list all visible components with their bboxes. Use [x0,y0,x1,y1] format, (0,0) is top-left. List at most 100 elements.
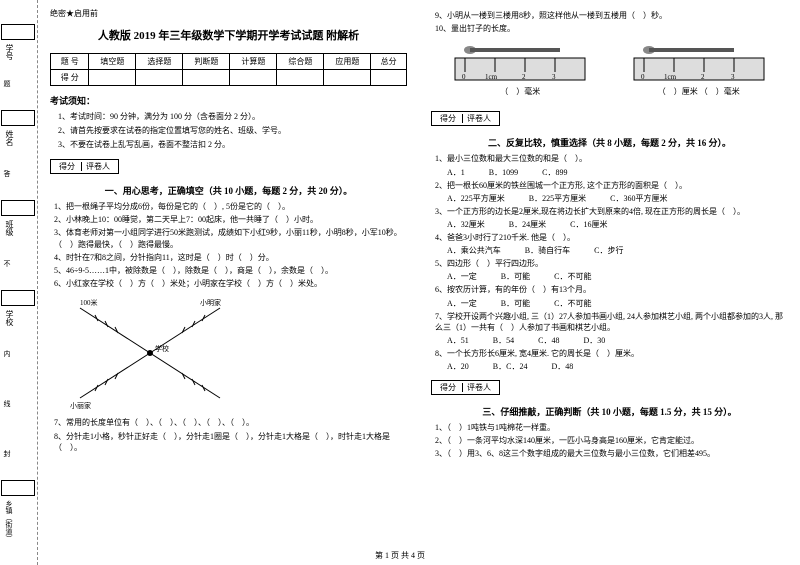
marker-score: 得分 [55,162,79,171]
td-1[interactable] [89,70,136,86]
section1-header: 一、用心思考，正确填空（共 10 小题，每题 2 分，共 20 分）。 [50,184,407,197]
th-2: 选择题 [136,54,183,70]
td-6[interactable] [324,70,371,86]
th-6: 应用题 [324,54,371,70]
compass-svg: 学校 100米 小明家 小丽家 [50,293,250,413]
q3-2: 2、（ ）一条河平均水深140厘米，一匹小马身高是160厘米，它肯定能过。 [435,435,788,446]
notice-3: 3、不要在试卷上乱写乱画，卷面不整洁扣 2 分。 [58,139,407,150]
ruler1-label: （ ）毫米 [450,86,590,97]
td-5[interactable] [277,70,324,86]
class-box [1,200,35,216]
q1-4: 4、时针在7和8之间，分针指向11，这时是（ ）时（ ）分。 [54,252,407,263]
section2-header: 二、反复比较，慎重选择（共 8 小题，每题 2 分，共 16 分）。 [431,136,788,149]
q1-10: 10、量出钉子的长度。 [435,23,788,34]
marker-3: 不 [2,260,12,267]
section2-marker: 得分 评卷人 [431,111,500,126]
marker-score-3: 得分 [436,383,460,392]
th-4: 计算题 [230,54,277,70]
marker-4: 内 [2,350,12,357]
th-7: 总分 [371,54,407,70]
ruler2-label: （ ）厘米 （ ）毫米 [629,86,769,97]
section1-marker: 得分 评卷人 [50,159,119,174]
page-footer: 第 1 页 共 4 页 [0,550,800,561]
svg-text:2: 2 [701,73,705,81]
section3-header: 三、仔细推敲，正确判断（共 10 小题，每题 1.5 分，共 15 分）。 [431,405,788,418]
q1-9: 9、小明从一楼到三楼用8秒，照这样他从一楼到五楼用（ ）秒。 [435,10,788,21]
ruler-block: 01cm23 （ ）毫米 01cm23 （ ）厘 [431,42,788,97]
td-7[interactable] [371,70,407,86]
th-0: 题 号 [51,54,89,70]
q1-6: 6、小红家在学校（ ）方（ ）米处；小明家在学校（ ）方（ ）米处。 [54,278,407,289]
node-nw: 100米 [80,298,98,307]
q2-7: 7、学校开设两个兴趣小组, 三（1）27人参加书画小组, 24人参加棋艺小组, … [435,311,788,333]
q2-4: 4、爸爸3小时行了210千米. 他是（ ）。 [435,232,788,243]
name-box [1,110,35,126]
marker-6: 封 [2,450,12,457]
marker-judge: 评卷人 [81,162,114,171]
q2-8-opts: A．20B．C．24D．48 [447,361,788,372]
marker-judge-3: 评卷人 [462,383,495,392]
binding-label-school: 学校 [4,310,15,326]
node-center: 学校 [155,344,169,353]
q2-4-opts: A．乘公共汽车B．骑自行车C．步行 [447,245,788,256]
q2-3: 3、一个正方形的边长是2厘米,现在将边长扩大到原来的4倍, 现在正方形的周长是（… [435,206,788,217]
ruler1-svg: 0 1cm 2 3 [450,42,590,82]
right-column: 9、小明从一楼到三楼用8秒，照这样他从一楼到五楼用（ ）秒。 10、量出钉子的长… [419,0,800,565]
td-2[interactable] [136,70,183,86]
q2-8: 8、一个长方形长6厘米, 宽4厘米. 它的周长是（ ）厘米。 [435,348,788,359]
th-1: 填空题 [89,54,136,70]
binding-label-class: 班级 [4,220,15,236]
q2-3-opts: A．32厘米B．24厘米C．16厘米 [447,219,788,230]
binding-margin: 学号 题 姓名 答 班级 不 学校 内 线 封 乡镇（街道） [0,0,38,565]
td-3[interactable] [183,70,230,86]
q2-2: 2、把一根长60厘米的铁丝围城一个正方形, 这个正方形的面积是（ ）。 [435,180,788,191]
q2-1-opts: A．1B．1099C．899 [447,167,788,178]
ruler-2: 0 1cm 2 3 （ ）厘米 （ ）毫米 [629,42,769,97]
svg-text:1cm: 1cm [664,73,677,81]
section3-marker: 得分 评卷人 [431,380,500,395]
node-sw: 小丽家 [70,401,91,410]
ruler-1: 0 1cm 2 3 （ ）毫米 [450,42,590,97]
q2-2-opts: A．225平方厘米B．225平方厘米C．360平方厘米 [447,193,788,204]
th-5: 综合题 [277,54,324,70]
q3-3: 3、（ ）用3、6、8这三个数字组成的最大三位数与最小三位数，它们相差495。 [435,448,788,459]
marker-2: 答 [2,170,12,177]
q1-3: 3、体育老师对第一小组同学进行50米跑测试，成绩如下小红9秒，小丽11秒，小明8… [54,227,407,249]
svg-text:0: 0 [462,73,466,81]
left-column: 绝密★启用前 人教版 2019 年三年级数学下学期开学考试试题 附解析 题 号 … [38,0,419,565]
town-box [1,480,35,496]
q2-5-opts: A．一定B．可能C．不可能 [447,271,788,282]
compass-diagram: 学校 100米 小明家 小丽家 [50,293,407,413]
svg-text:3: 3 [552,73,556,81]
main-content: 绝密★启用前 人教版 2019 年三年级数学下学期开学考试试题 附解析 题 号 … [38,0,800,565]
q1-1: 1、把一根绳子平均分成6份，每份是它的（ ）, 5份是它的（ ）。 [54,201,407,212]
marker-5: 线 [2,400,12,407]
q2-1: 1、最小三位数和最大三位数的和是（ ）。 [435,153,788,164]
q2-5: 5、四边形（ ）平行四边形。 [435,258,788,269]
svg-text:1cm: 1cm [485,73,498,81]
node-ne: 小明家 [200,298,221,307]
svg-text:3: 3 [731,73,735,81]
id-box [1,24,35,40]
exam-title: 人教版 2019 年三年级数学下学期开学考试试题 附解析 [50,27,407,43]
score-header-row: 题 号 填空题 选择题 判断题 计算题 综合题 应用题 总分 [51,54,407,70]
th-3: 判断题 [183,54,230,70]
q2-6: 6、按农历计算，有的年份（ ）有13个月。 [435,284,788,295]
svg-text:2: 2 [522,73,526,81]
q2-6-opts: A．一定B．可能C．不可能 [447,298,788,309]
marker-1: 题 [2,80,12,87]
binding-label-id: 学号 [4,44,15,60]
notice-1: 1、考试时间：90 分钟，满分为 100 分（含卷面分 2 分）。 [58,111,407,122]
score-value-row: 得 分 [51,70,407,86]
score-table: 题 号 填空题 选择题 判断题 计算题 综合题 应用题 总分 得 分 [50,53,407,86]
q1-8: 8、分针走1小格，秒针正好走（ ），分针走1圈是（ ），分针走1大格是（ ），时… [54,431,407,453]
marker-judge-2: 评卷人 [462,114,495,123]
q1-5: 5、46÷9-5……1中，被除数是（ ），除数是（ ），商是（ ），余数是（ ）… [54,265,407,276]
svg-text:0: 0 [641,73,645,81]
q2-7-opts: A．51B．54C．48D．30 [447,335,788,346]
secret-label: 绝密★启用前 [50,8,407,19]
marker-score-2: 得分 [436,114,460,123]
td-4[interactable] [230,70,277,86]
q1-2: 2、小林晚上10：00睡觉，第二天早上7：00起床，他一共睡了（ ）小时。 [54,214,407,225]
binding-label-town: 乡镇（街道） [4,500,14,542]
